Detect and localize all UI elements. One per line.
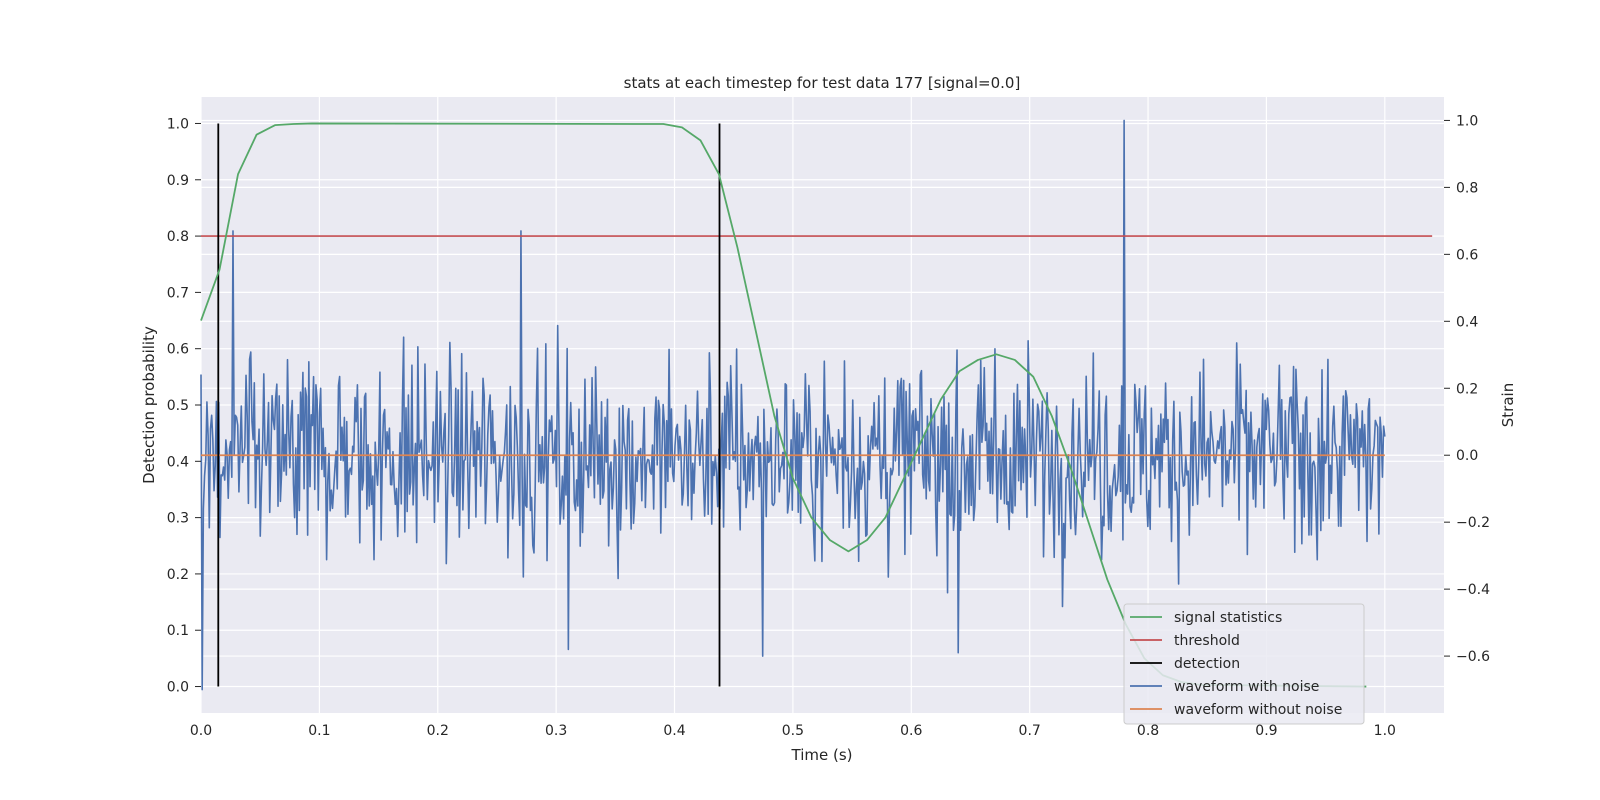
x-axis: 0.0 0.1 0.2 0.3 0.4 0.5 0.6 0.7 0.8 0.9 1.0 [190, 723, 1396, 739]
legend-box [1123, 603, 1365, 725]
y-tick-label: 0.4 [167, 454, 189, 470]
y-axis-label: Detection probability [140, 326, 158, 484]
y-right-tick-label: −0.6 [1456, 649, 1490, 665]
series-signal-statistics [200, 122, 1367, 688]
left-axis: 0.0 0.1 0.2 0.3 0.4 0.5 0.6 0.7 0.8 0.9 1.0 [167, 116, 201, 696]
y-right-tick-label: 0.6 [1456, 247, 1478, 263]
y-tick-label: 0.0 [167, 680, 189, 696]
x-tick-label: 0.5 [782, 723, 804, 739]
y-tick-label: 0.6 [167, 342, 189, 358]
y-axis-label-right: Strain [1499, 383, 1517, 427]
y-right-tick-label: −0.4 [1456, 582, 1490, 598]
y-right-tick-label: 0.2 [1456, 381, 1478, 397]
x-tick-label: 0.7 [1019, 723, 1041, 739]
x-axis-label: Time (s) [791, 746, 853, 764]
legend-label-waveform-with-noise: waveform with noise [1174, 679, 1319, 695]
x-tick-label: 0.9 [1255, 723, 1277, 739]
x-tick-label: 0.8 [1137, 723, 1159, 739]
y-tick-label: 0.7 [167, 285, 189, 301]
y-right-tick-label: 0.0 [1456, 448, 1478, 464]
x-tick-label: 0.6 [900, 723, 922, 739]
legend: signal statistics threshold detection wa… [1123, 603, 1365, 725]
x-tick-label: 0.3 [545, 723, 567, 739]
legend-label-waveform-without-noise: waveform without noise [1174, 702, 1342, 718]
x-tick-label: 1.0 [1374, 723, 1396, 739]
chart-title: stats at each timestep for test data 177… [624, 74, 1021, 92]
y-right-tick-label: −0.2 [1456, 515, 1490, 531]
x-tick-label: 0.4 [663, 723, 685, 739]
y-right-tick-label: 0.8 [1456, 180, 1478, 196]
y-tick-label: 0.1 [167, 623, 189, 639]
series-layer [200, 119, 1433, 691]
y-tick-label: 0.9 [167, 173, 189, 189]
y-tick-label: 0.3 [167, 511, 189, 527]
legend-label-signal-statistics: signal statistics [1174, 610, 1282, 626]
x-tick-label: 0.1 [308, 723, 330, 739]
legend-label-threshold: threshold [1174, 633, 1240, 649]
y-tick-label: 0.5 [167, 398, 189, 414]
y-right-tick-label: 1.0 [1456, 113, 1478, 129]
right-axis: −0.6 −0.4 −0.2 0.0 0.2 0.4 0.6 0.8 1.0 [1444, 113, 1490, 665]
x-tick-label: 0.0 [190, 723, 212, 739]
y-tick-label: 0.2 [167, 567, 189, 583]
y-right-tick-label: 0.4 [1456, 314, 1478, 330]
y-tick-label: 0.8 [167, 229, 189, 245]
y-tick-label: 1.0 [167, 116, 189, 132]
legend-label-detection: detection [1174, 656, 1240, 672]
x-tick-label: 0.2 [427, 723, 449, 739]
